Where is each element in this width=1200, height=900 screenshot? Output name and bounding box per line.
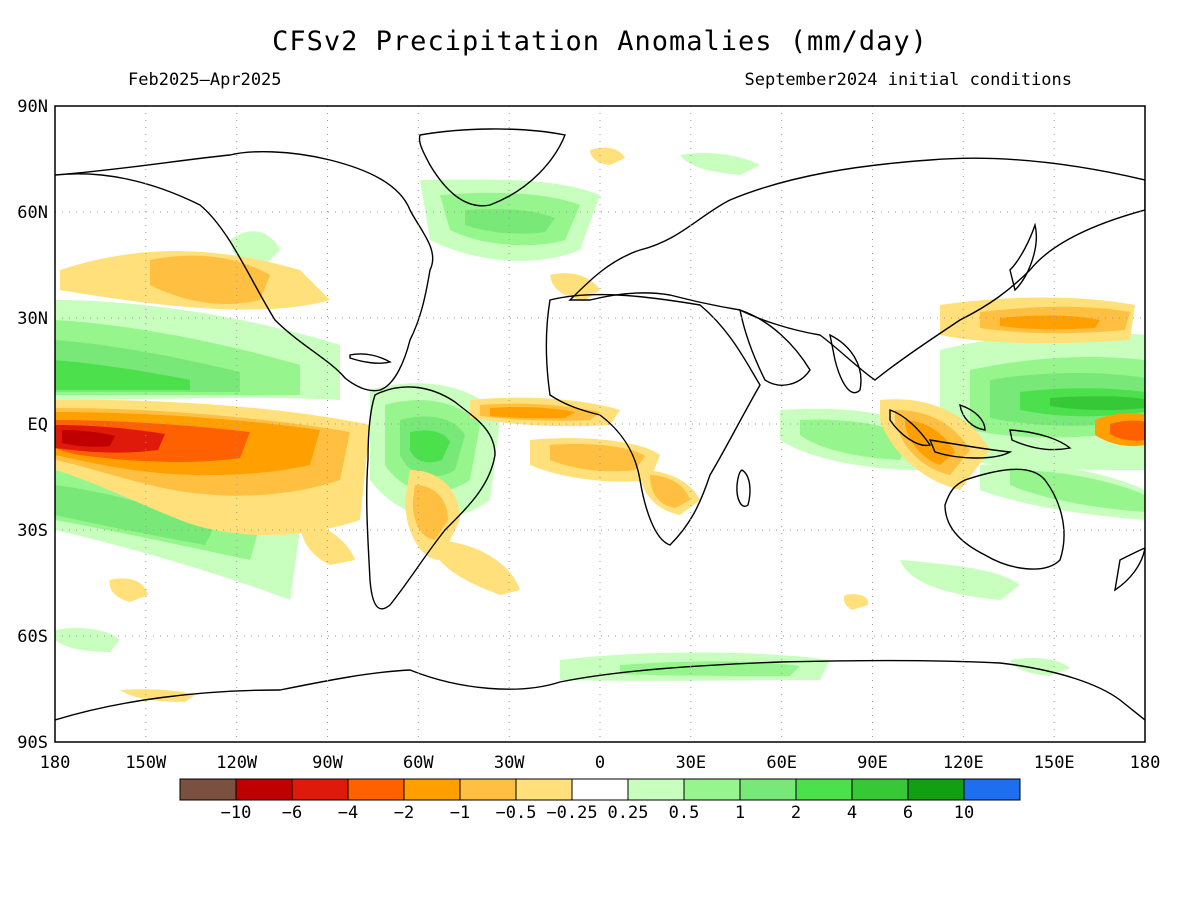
legend-swatch (179, 778, 237, 801)
legend-swatch (515, 778, 573, 801)
legend-swatch (795, 778, 853, 801)
legend-swatch (571, 778, 629, 801)
legend-label: 2 (791, 803, 801, 823)
lat-label: 90S (17, 733, 48, 753)
lat-label: 30S (17, 521, 48, 541)
legend-label: 4 (847, 803, 857, 823)
longitude-axis: 180 150W 120W 90W 60W 30W 0 30E 60E 90E … (40, 753, 1161, 773)
legend-label: 0.25 (608, 803, 649, 823)
legend-label: −6 (282, 803, 302, 823)
lat-label: 30N (17, 309, 48, 329)
graticule (55, 106, 1145, 742)
lon-label: 0 (595, 753, 605, 773)
latitude-axis: 90N 60N 30N EQ 30S 60S 90S (17, 97, 48, 753)
color-legend: −10 −6 −4 −2 −1 −0.5 −0.25 0.25 0.5 1 2 4 6 10 (179, 778, 1021, 823)
lon-label: 90E (857, 753, 888, 773)
legend-label: −2 (394, 803, 414, 823)
lon-label: 60E (766, 753, 797, 773)
lat-label: 60S (17, 627, 48, 647)
lat-label: 60N (17, 203, 48, 223)
anomaly-field (55, 128, 1145, 721)
legend-swatch (403, 778, 461, 801)
lon-label: 120E (943, 753, 984, 773)
lon-label: 60W (403, 753, 434, 773)
lon-label: 180 (40, 753, 71, 773)
lon-label: 150E (1034, 753, 1075, 773)
legend-swatch (459, 778, 517, 801)
legend-swatch (907, 778, 965, 801)
legend-swatch (739, 778, 797, 801)
legend-label: 0.5 (669, 803, 700, 823)
legend-label: −0.5 (496, 803, 537, 823)
lon-label: 150W (125, 753, 167, 773)
legend-label: −1 (450, 803, 470, 823)
legend-swatch (235, 778, 293, 801)
lon-label: 90W (312, 753, 343, 773)
legend-label: 1 (735, 803, 745, 823)
lon-label: 120W (216, 753, 258, 773)
lon-label: 30W (494, 753, 525, 773)
lon-label: 30E (675, 753, 706, 773)
legend-swatch (291, 778, 349, 801)
legend-label: 10 (954, 803, 974, 823)
initial-conditions: September2024 initial conditions (744, 70, 1072, 90)
coastlines (55, 128, 1145, 721)
legend-label: −10 (221, 803, 252, 823)
legend-swatch (627, 778, 685, 801)
lat-label: 90N (17, 97, 48, 117)
lon-label: 180 (1130, 753, 1161, 773)
legend-label: −4 (338, 803, 358, 823)
legend-swatch (963, 778, 1021, 801)
legend-swatch (347, 778, 405, 801)
forecast-period: Feb2025–Apr2025 (128, 70, 282, 90)
legend-label: −0.25 (546, 803, 597, 823)
map-frame (54, 105, 1146, 743)
lat-label: EQ (28, 415, 48, 435)
map-title: CFSv2 Precipitation Anomalies (mm/day) (272, 26, 928, 57)
legend-label: 6 (903, 803, 913, 823)
legend-swatch (683, 778, 741, 801)
legend-swatch (851, 778, 909, 801)
